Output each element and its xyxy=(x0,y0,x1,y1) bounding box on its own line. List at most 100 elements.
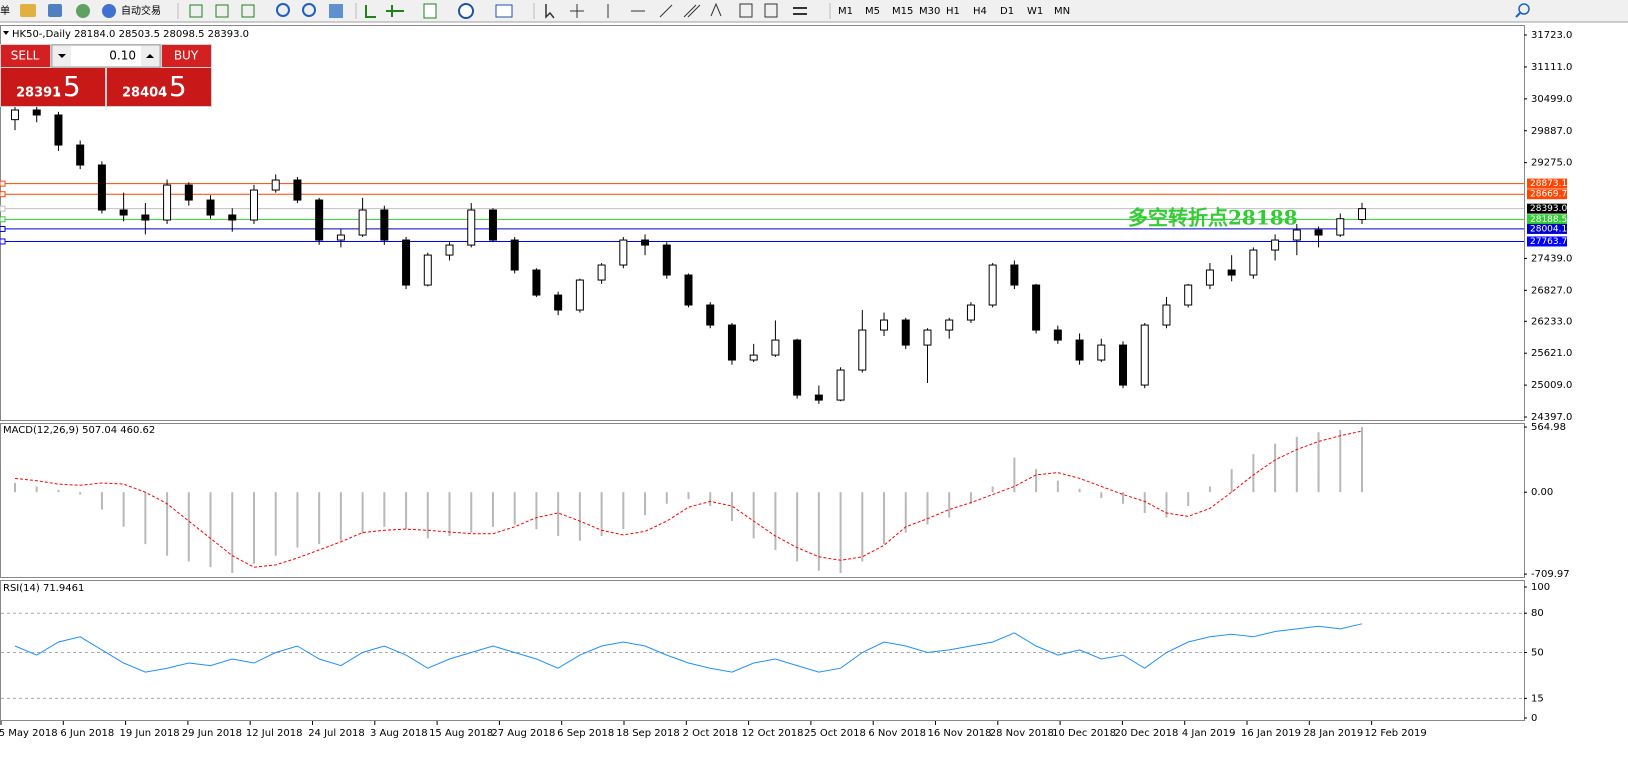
macd-bar xyxy=(1274,443,1277,493)
level-label: 28188.5 xyxy=(1530,215,1567,225)
one-click-trading: SELL 0.10 BUY 28391 .5 28404 .5 xyxy=(0,44,212,107)
icon[interactable] xyxy=(329,4,343,18)
timeframe-button[interactable]: M30 xyxy=(919,6,940,17)
candle-body xyxy=(684,274,693,306)
timeframe-button[interactable]: M1 xyxy=(838,6,853,17)
macd-bar xyxy=(166,492,169,556)
candle-body xyxy=(141,214,150,221)
icon[interactable] xyxy=(276,3,290,17)
buy-button[interactable] xyxy=(162,45,211,67)
x-tick-label: 15 Aug 2018 xyxy=(429,728,493,739)
level-marker xyxy=(0,225,6,232)
icon[interactable] xyxy=(241,4,255,18)
timeframe-button[interactable]: W1 xyxy=(1027,6,1043,17)
icon[interactable] xyxy=(386,5,404,17)
icon[interactable] xyxy=(764,3,778,18)
macd-bar xyxy=(926,492,929,525)
timeframe-button[interactable]: D1 xyxy=(1000,6,1014,17)
macd-bar xyxy=(774,492,777,550)
title-arrow xyxy=(3,31,9,35)
lot-spinner[interactable] xyxy=(51,44,161,68)
y-tick-label: 29887.0 xyxy=(1531,126,1572,137)
ask-box[interactable] xyxy=(107,68,211,106)
icon[interactable] xyxy=(659,4,673,18)
candle-body xyxy=(1358,208,1366,221)
level-marker xyxy=(0,238,6,245)
macd-bar xyxy=(187,492,190,562)
candle-body xyxy=(575,279,584,311)
macd-bar xyxy=(948,492,951,518)
sell-label[interactable]: SELL xyxy=(11,49,40,63)
autotrade-button[interactable]: 自动交易 xyxy=(121,4,161,17)
icon[interactable] xyxy=(545,4,555,19)
candle-body xyxy=(597,264,606,281)
toolbar-bg xyxy=(0,0,1628,22)
level-tag xyxy=(1527,214,1567,225)
icon[interactable] xyxy=(793,7,807,15)
icon[interactable] xyxy=(302,3,316,17)
buy-label[interactable]: BUY xyxy=(174,49,199,63)
spin-arrow xyxy=(146,54,154,58)
icon[interactable] xyxy=(570,4,584,18)
icon[interactable] xyxy=(683,4,701,18)
macd-bar xyxy=(100,492,103,510)
macd-bar xyxy=(448,492,451,537)
x-tick-label: 29 Jun 2018 xyxy=(182,728,242,739)
icon[interactable] xyxy=(423,3,437,19)
timeframe-button[interactable]: M15 xyxy=(892,6,913,17)
y-tick-label: 26827.0 xyxy=(1531,285,1572,296)
macd-bar xyxy=(426,492,429,539)
icon[interactable] xyxy=(102,4,116,18)
x-tick-label: 3 Aug 2018 xyxy=(370,728,428,739)
macd-bar xyxy=(79,492,82,495)
icon[interactable] xyxy=(215,4,229,18)
timeframe-button[interactable]: M5 xyxy=(865,6,880,17)
x-tick-label: 12 Oct 2018 xyxy=(742,728,804,739)
macd-bar xyxy=(1100,492,1103,498)
icon[interactable] xyxy=(458,3,474,19)
macd-bar xyxy=(1035,469,1038,493)
sell-button[interactable] xyxy=(1,45,50,67)
bid-box[interactable] xyxy=(1,68,105,106)
plot: 31723.0 31111.0 30499.0 29887.0 29275.0 27439… xyxy=(0,30,1572,739)
timeframe-button[interactable]: H4 xyxy=(973,6,987,17)
chart-title: HK50-,Daily 28184.0 28503.5 28098.5 2839… xyxy=(12,29,249,40)
macd-bar xyxy=(665,492,668,504)
candle-body xyxy=(923,329,932,346)
icon[interactable] xyxy=(365,5,376,18)
timeframe-button[interactable]: MN xyxy=(1054,6,1070,17)
icon[interactable] xyxy=(739,3,753,18)
y-tick-label: 24397.0 xyxy=(1531,412,1572,423)
icon[interactable] xyxy=(20,4,36,17)
level-label: 27763.7 xyxy=(1530,237,1567,247)
macd-bar xyxy=(796,492,799,562)
x-tick-label: 6 Nov 2018 xyxy=(868,728,926,739)
x-tick-label: 28 Jan 2019 xyxy=(1303,728,1363,739)
level-marker xyxy=(0,205,6,212)
y-tick-label: 31723.0 xyxy=(1531,30,1572,41)
x-tick-label: 10 Dec 2018 xyxy=(1052,728,1116,739)
macd-bar xyxy=(209,492,212,568)
candle-body xyxy=(1162,304,1171,326)
chart-frame xyxy=(0,25,1525,721)
icon[interactable] xyxy=(710,2,722,17)
icon[interactable] xyxy=(76,4,90,18)
x-tick-label: 6 Jun 2018 xyxy=(60,728,114,739)
level-tag xyxy=(1527,236,1567,247)
candle-body xyxy=(901,319,910,346)
icon[interactable] xyxy=(48,4,62,17)
lot-value[interactable]: 0.10 xyxy=(109,49,136,63)
icon[interactable] xyxy=(495,4,513,18)
macd-bar xyxy=(622,492,625,530)
macd-title: MACD(12,26,9) 507.04 460.62 xyxy=(3,425,155,436)
search-icon[interactable] xyxy=(1518,3,1530,15)
bid-frac: .5 xyxy=(54,70,81,103)
timeframe-button[interactable]: H1 xyxy=(946,6,960,17)
candle-body xyxy=(1097,344,1106,361)
macd-bar xyxy=(904,492,907,533)
icon[interactable] xyxy=(189,4,203,18)
macd-bar xyxy=(470,492,473,533)
level-marker xyxy=(0,191,6,198)
macd-bar xyxy=(274,492,277,556)
